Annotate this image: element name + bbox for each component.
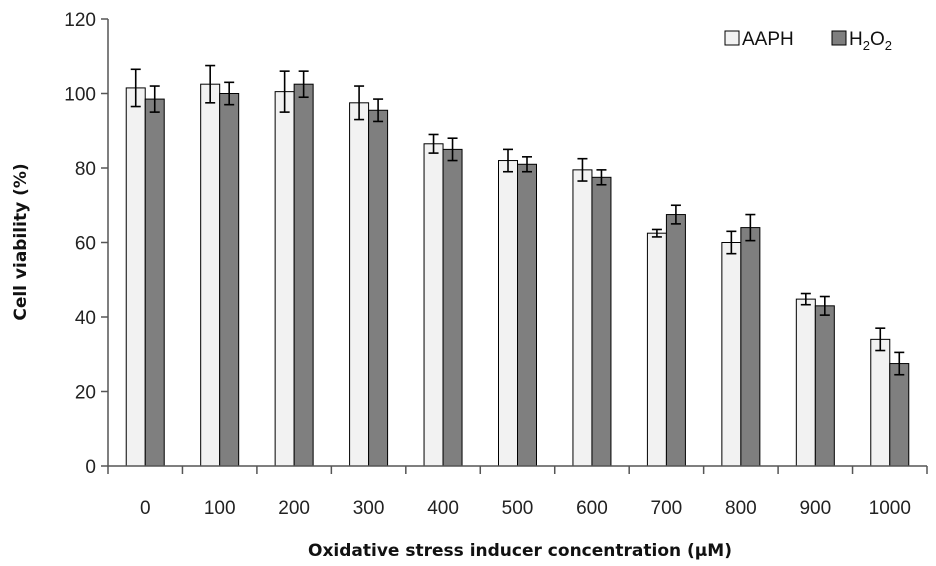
- y-axis-ticks: 0 20 40 60 80 100 120: [64, 10, 108, 478]
- x-tick-label: 500: [502, 498, 534, 519]
- bar-h2o2: [368, 109, 389, 467]
- x-tick-label: 400: [427, 498, 459, 519]
- bar-h2o2: [665, 214, 686, 467]
- legend-swatch-h2o2: [831, 30, 847, 46]
- x-tick-label: 300: [353, 498, 385, 519]
- x-tick-label: 1000: [869, 498, 911, 519]
- x-tick-label: 200: [278, 498, 310, 519]
- bar-h2o2: [293, 83, 314, 467]
- bar-aaph: [795, 298, 816, 467]
- legend: AAPH H2O2: [724, 29, 892, 53]
- bar-aaph: [498, 160, 518, 467]
- bars: [125, 83, 910, 467]
- bar-h2o2: [442, 148, 463, 467]
- x-tick-label: 700: [651, 498, 683, 519]
- x-tick-label: 900: [799, 498, 831, 519]
- x-tick-label: 600: [576, 498, 608, 519]
- y-tick-label: 100: [64, 85, 96, 106]
- bar-h2o2: [591, 176, 612, 467]
- x-tick-label: 800: [725, 498, 757, 519]
- y-tick-label: 60: [75, 234, 96, 255]
- bar-h2o2: [144, 98, 165, 467]
- y-tick-label: 120: [64, 10, 96, 31]
- bar-h2o2: [889, 363, 910, 467]
- bar-h2o2: [219, 93, 240, 467]
- bar-aaph: [274, 91, 295, 467]
- bar-aaph: [423, 143, 444, 467]
- x-tick-label: 0: [140, 498, 151, 519]
- x-tick-label: 100: [204, 498, 236, 519]
- bar-h2o2: [517, 163, 537, 467]
- legend-swatch-aaph: [724, 30, 740, 46]
- bar-h2o2: [740, 227, 761, 467]
- legend-label-aaph: AAPH: [742, 29, 794, 50]
- x-axis-title: Oxidative stress inducer concentration (…: [308, 541, 732, 561]
- bar-aaph: [125, 87, 146, 467]
- y-tick-label: 80: [75, 159, 96, 180]
- bar-aaph: [646, 232, 667, 467]
- legend-label-h2o2: H2O2: [849, 29, 892, 53]
- y-tick-label: 0: [85, 457, 96, 478]
- bar-aaph: [349, 102, 370, 467]
- bar-aaph: [200, 83, 221, 467]
- bar-aaph: [721, 242, 742, 467]
- bar-aaph: [870, 338, 891, 467]
- y-tick-label: 40: [75, 308, 96, 329]
- bar-h2o2: [814, 305, 835, 467]
- bar-aaph: [572, 169, 593, 467]
- error-bars: [130, 64, 905, 376]
- y-axis-title: Cell viability (%): [11, 163, 31, 320]
- y-tick-label: 20: [75, 383, 96, 404]
- x-axis-ticks: 0 100 200 300 400 500 600 700 800 900 1000: [107, 466, 928, 519]
